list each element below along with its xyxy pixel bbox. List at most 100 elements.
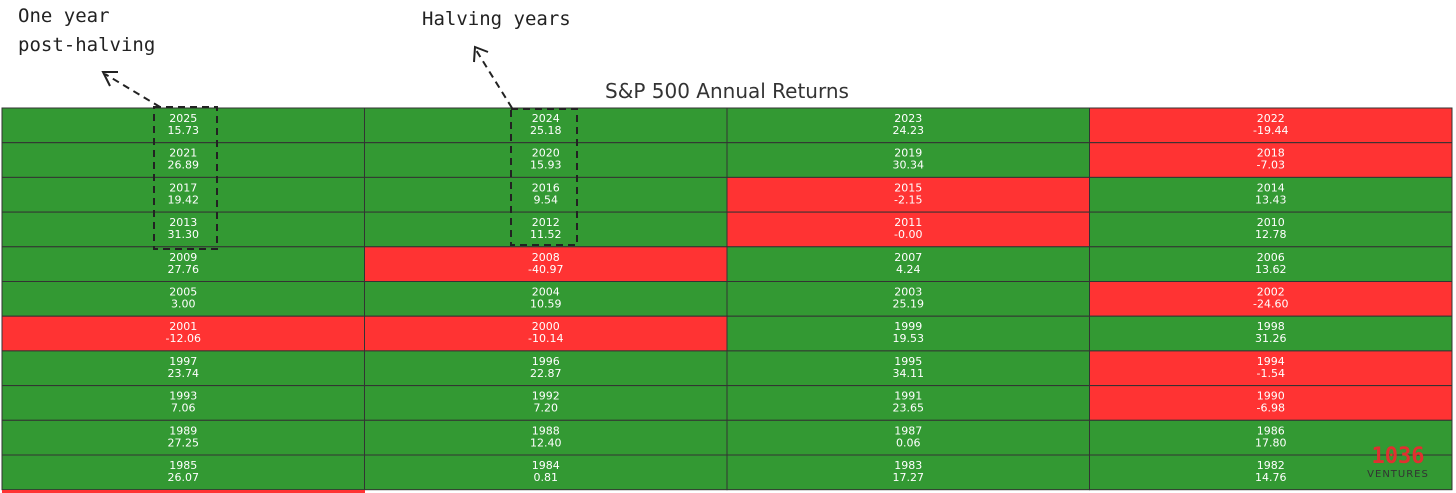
arrow — [104, 73, 161, 108]
return: 19.53 — [893, 332, 925, 345]
cell — [364, 315, 728, 352]
cell — [364, 246, 728, 283]
cell — [726, 315, 1090, 352]
return: 13.62 — [1255, 263, 1287, 276]
return: 23.65 — [893, 402, 925, 415]
cell — [1089, 142, 1453, 178]
arrow-head — [101, 45, 489, 87]
return: 27.76 — [168, 263, 200, 276]
logo-mark: 1036 — [1372, 444, 1425, 469]
year: 1988 — [532, 424, 560, 437]
return: 34.11 — [893, 367, 925, 380]
cell — [1089, 211, 1453, 248]
year: 1993 — [169, 390, 197, 403]
cell — [364, 211, 728, 248]
return: 7.20 — [534, 402, 559, 415]
year: 1996 — [532, 355, 560, 368]
cell — [726, 385, 1090, 421]
return: 12.40 — [530, 436, 562, 449]
return: 4.24 — [896, 263, 921, 276]
return: 0.06 — [896, 436, 921, 449]
return: 0.81 — [534, 471, 559, 484]
return: 26.07 — [168, 471, 200, 484]
return: 27.25 — [168, 436, 200, 449]
cell — [726, 454, 1090, 491]
cell — [1, 142, 365, 178]
year: 2013 — [169, 216, 197, 229]
year: 2007 — [894, 251, 922, 264]
cell — [1089, 385, 1453, 421]
cell — [1089, 107, 1453, 144]
year: 2019 — [894, 147, 922, 160]
cell — [1089, 419, 1453, 456]
year: 1992 — [532, 390, 560, 403]
annotation: One year — [18, 5, 110, 27]
year: 1982 — [1257, 459, 1285, 472]
cell — [1, 385, 365, 421]
return: 22.87 — [530, 367, 562, 380]
return: -10.14 — [528, 332, 563, 345]
year: 2003 — [894, 286, 922, 299]
cell — [1, 246, 365, 283]
cell — [1, 350, 365, 387]
arrow — [475, 49, 513, 109]
year: 2018 — [1257, 147, 1285, 160]
year: 2014 — [1257, 181, 1285, 194]
return: -40.97 — [528, 263, 563, 276]
year: 1989 — [169, 424, 197, 437]
year: 2004 — [532, 286, 560, 299]
return: 10.59 — [530, 298, 562, 311]
logo-text: VENTURES — [1367, 469, 1429, 480]
annotation: Halving years — [422, 8, 571, 30]
year: 2022 — [1257, 112, 1285, 125]
year: 2016 — [532, 181, 560, 194]
year: 2010 — [1257, 216, 1285, 229]
year: 2012 — [532, 216, 560, 229]
return: 19.42 — [168, 193, 200, 206]
cell — [1, 107, 365, 144]
cell — [364, 454, 728, 491]
year: 2017 — [169, 181, 197, 194]
cell — [1, 454, 365, 491]
year: 1995 — [894, 355, 922, 368]
return: 25.19 — [893, 298, 925, 311]
return: -2.15 — [894, 193, 922, 206]
return: 7.06 — [171, 402, 196, 415]
cell — [726, 281, 1090, 317]
year: 2009 — [169, 251, 197, 264]
year: 2011 — [894, 216, 922, 229]
annotation-marks — [104, 49, 578, 250]
return: 14.76 — [1255, 471, 1287, 484]
cell — [726, 142, 1090, 178]
return: 17.27 — [893, 471, 925, 484]
return: 26.89 — [168, 159, 200, 172]
return: 3.00 — [171, 298, 196, 311]
cell — [726, 107, 1090, 144]
year: 1999 — [894, 320, 922, 333]
return: -19.44 — [1253, 124, 1288, 137]
return: 11.52 — [530, 228, 562, 241]
year: 2002 — [1257, 286, 1285, 299]
return: 25.18 — [530, 124, 562, 137]
return: 13.43 — [1255, 193, 1287, 206]
return: -12.06 — [166, 332, 201, 345]
year: 1997 — [169, 355, 197, 368]
cell — [364, 176, 728, 213]
year: 1994 — [1257, 355, 1285, 368]
cell — [726, 419, 1090, 456]
year: 2024 — [532, 112, 560, 125]
title: S&P 500 Annual Returns — [605, 79, 849, 103]
cell — [1089, 350, 1453, 387]
return: -7.03 — [1257, 159, 1285, 172]
cell — [1, 211, 365, 248]
return: -24.60 — [1253, 298, 1288, 311]
year: 1983 — [894, 459, 922, 472]
year: 2021 — [169, 147, 197, 160]
year: 2001 — [169, 320, 197, 333]
cell — [726, 246, 1090, 283]
year: 2008 — [532, 251, 560, 264]
year: 2025 — [169, 112, 197, 125]
year: 1998 — [1257, 320, 1285, 333]
